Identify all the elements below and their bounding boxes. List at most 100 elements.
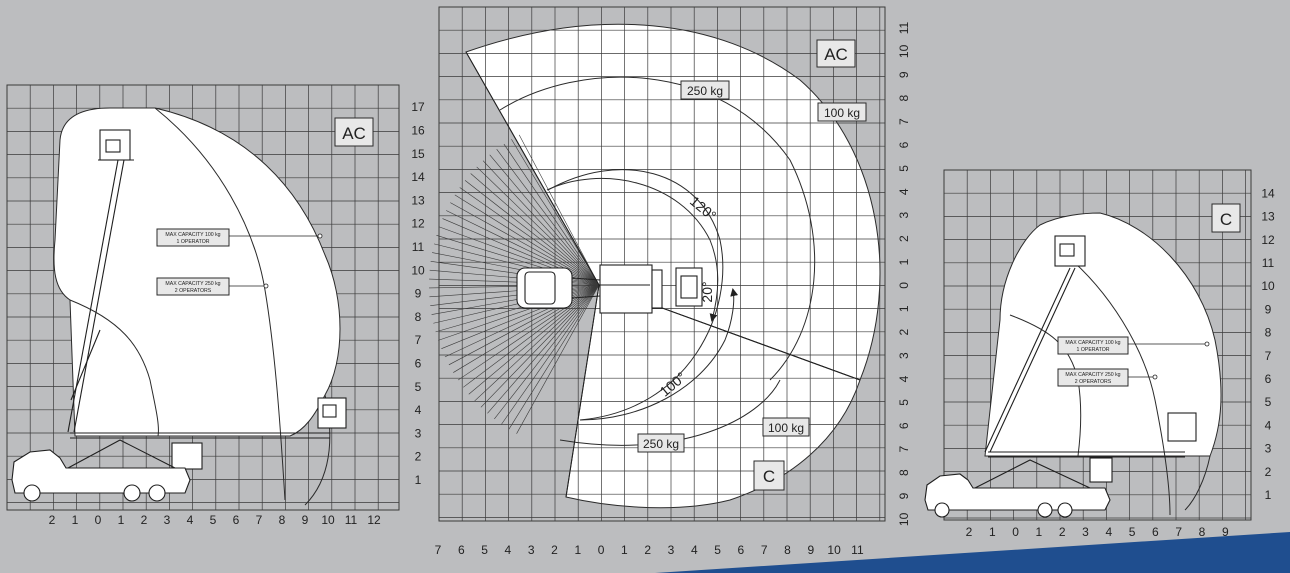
left-envelope-250kg [154,107,286,501]
center-c-badge [753,460,785,491]
axis-tick-label: 2 [644,543,651,557]
axis-tick-label: 3 [1265,442,1272,456]
center-diagram: AC C 250 kg 100 kg 100 kg 250 kg 120° 10… [429,6,911,557]
axis-tick-label: 10 [897,44,911,58]
axis-tick-label: 4 [187,513,194,527]
axis-tick-label: 2 [966,525,973,539]
axis-tick-label: 9 [1265,302,1272,316]
left-callout-250-box [156,277,230,296]
axis-tick-label: 2 [415,450,422,464]
right-callout-250-line1: MAX CAPACITY 250 kg [1065,372,1120,378]
center-c-badge-text: C [763,467,775,486]
axis-tick-label: 9 [302,513,309,527]
right-truck [924,459,1111,518]
axis-tick-label: 0 [95,513,102,527]
center-truck-top-view [516,264,703,314]
axis-tick-label: 2 [1059,525,1066,539]
axis-tick-label: 4 [897,188,911,195]
right-x-axis-ticks: 2 1 0 1 2 3 4 5 6 7 8 9 [966,525,1229,539]
axis-tick-label: 5 [1129,525,1136,539]
center-x-axis-ticks: 7 6 5 4 3 2 1 0 1 2 3 4 5 6 7 8 9 10 11 [435,543,864,557]
axis-tick-label: 9 [897,492,911,499]
accent-band [655,532,1290,573]
axis-tick-label: 11 [412,240,425,254]
axis-tick-label: 12 [1261,233,1275,247]
left-diagram: MAX CAPACITY 100 kg 1 OPERATOR MAX CAPAC… [6,84,425,527]
rotation-ray [441,284,600,349]
rotation-ray [474,284,600,402]
rotation-ray [487,284,600,414]
rotation-ray [476,166,600,286]
axis-tick-label: 6 [458,543,465,557]
axis-tick-label: 10 [827,543,841,557]
center-angle-20: 20° [699,281,715,302]
axis-tick-label: 16 [411,124,425,138]
center-label-250-top-box [680,80,730,100]
center-label-250-bottom-box [637,433,685,453]
axis-tick-label: 1 [118,513,125,527]
left-boom-vertical [67,129,134,433]
rotation-ray [464,180,600,286]
axis-tick-label: 7 [435,543,442,557]
axis-tick-label: 6 [1265,372,1272,386]
right-callout-100-line1: MAX CAPACITY 100 kg [1065,340,1120,346]
axis-tick-label: 5 [415,380,422,394]
rotation-ray [444,284,600,358]
axis-tick-label: 5 [714,543,721,557]
axis-tick-label: 6 [415,357,422,371]
right-callout-250-box [1057,368,1129,387]
center-label-250-top: 250 kg [687,84,723,98]
left-grid-frame [6,84,400,511]
axis-tick-label: 3 [1082,525,1089,539]
rotation-ray [463,284,600,388]
rotation-ray [516,284,600,434]
axis-tick-label: 15 [411,147,425,161]
axis-tick-label: 8 [1199,525,1206,539]
left-callout-100-line1: MAX CAPACITY 100 kg [165,232,220,238]
axis-tick-label: 9 [415,287,422,301]
center-label-100-top-box [817,102,867,122]
axis-tick-label: 8 [897,95,911,102]
axis-tick-label: 2 [897,329,911,336]
axis-tick-label: 6 [233,513,240,527]
axis-tick-label: 5 [1265,395,1272,409]
axis-tick-label: 4 [415,403,422,417]
axis-tick-label: 7 [1265,349,1272,363]
axis-tick-label: 0 [897,282,911,289]
axis-tick-label: 2 [141,513,148,527]
center-ac-badge [816,39,856,68]
axis-tick-label: 1 [415,473,422,487]
axis-tick-label: 14 [1261,186,1275,200]
axis-tick-label: 2 [1265,465,1272,479]
axis-tick-label: 2 [897,235,911,242]
axis-tick-label: 11 [345,513,358,527]
axis-tick-label: 8 [279,513,286,527]
rotation-ray [446,210,600,286]
center-arrow-100 [579,288,739,421]
left-x-axis-ticks: 2 1 0 1 2 3 4 5 6 7 8 9 10 11 12 [49,513,381,527]
axis-tick-label: 6 [897,422,911,429]
left-envelope-inner-cutout [69,299,159,437]
right-callout-100-line2: 1 OPERATOR [1077,347,1110,353]
axis-tick-label: 7 [1175,525,1182,539]
left-envelope-100kg [53,107,341,437]
left-ac-badge [334,117,374,147]
right-envelope-100kg [984,212,1222,457]
rotation-ray [450,202,600,286]
axis-tick-label: 3 [528,543,535,557]
axis-tick-label: 10 [1261,279,1275,293]
rotation-ray [468,284,600,395]
axis-tick-label: 7 [415,333,422,347]
axis-tick-label: 7 [761,543,768,557]
axis-tick-label: 1 [1036,525,1043,539]
left-callout-100-line2: 1 OPERATOR [177,239,210,245]
axis-tick-label: 3 [668,543,675,557]
axis-tick-label: 4 [691,543,698,557]
axis-tick-label: 10 [897,512,911,526]
rotation-ray [459,187,600,286]
axis-tick-label: 8 [784,543,791,557]
axis-tick-label: 2 [551,543,558,557]
rotation-ray [457,284,600,381]
